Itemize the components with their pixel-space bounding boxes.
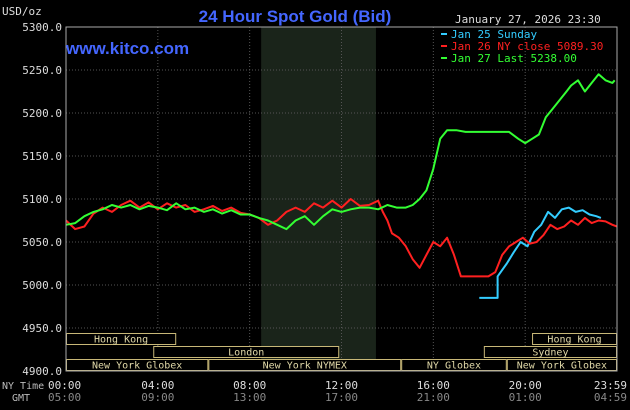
- gmt-tick-label: 13:00: [233, 391, 266, 404]
- gmt-tick-label: 04:59: [594, 391, 627, 404]
- session-label: Sydney: [532, 348, 568, 359]
- unit-label: USD/oz: [2, 5, 42, 18]
- gmt-tick-label: 01:00: [509, 391, 542, 404]
- legend-label: Jan 26 NY close 5089.30: [451, 40, 603, 53]
- session-label: London: [228, 348, 264, 359]
- y-tick-label: 5100.0: [22, 193, 62, 206]
- y-tick-label: 5250.0: [22, 64, 62, 77]
- ny-tick-label: 20:00: [509, 379, 542, 392]
- ny-tick-label: 00:00: [48, 379, 81, 392]
- y-tick-label: 5050.0: [22, 236, 62, 249]
- chart-title: 24 Hour Spot Gold (Bid): [199, 7, 392, 26]
- y-tick-label: 5300.0: [22, 21, 62, 34]
- session-label: NY Globex: [427, 361, 481, 372]
- ny-tick-label: 23:59: [594, 379, 627, 392]
- series-line: [65, 73, 616, 231]
- ny-tick-label: 12:00: [325, 379, 358, 392]
- session-label: Hong Kong: [547, 335, 601, 346]
- ny-tick-label: 08:00: [233, 379, 266, 392]
- session-label: New York Globex: [517, 361, 607, 372]
- session-label: New York NYMEX: [263, 361, 347, 372]
- plot-frame: [65, 26, 618, 372]
- legend-label: Jan 25 Sunday: [451, 28, 537, 41]
- session-bars: Hong Kong Hong Kong London Sydney New York G…: [66, 333, 618, 372]
- ny-time-label: NY Time: [2, 381, 44, 392]
- y-tick-label: 4900.0: [22, 365, 62, 378]
- ny-tick-label: 16:00: [417, 379, 450, 392]
- y-axis-ticks: 4900.0 4950.0 5000.0 5050.0 5100.0 5150.0 5200…: [22, 21, 62, 378]
- series-line: [479, 206, 602, 299]
- y-tick-label: 5150.0: [22, 150, 62, 163]
- gmt-label: GMT: [12, 393, 30, 404]
- y-tick-label: 4950.0: [22, 322, 62, 335]
- gmt-tick-label: 21:00: [417, 391, 450, 404]
- session-label: Hong Kong: [94, 335, 148, 346]
- y-tick-label: 5000.0: [22, 279, 62, 292]
- website-watermark: www.kitco.com: [65, 39, 189, 58]
- gmt-tick-label: 05:00: [48, 391, 81, 404]
- session-bar: [153, 346, 340, 358]
- timestamp: January 27, 2026 23:30: [455, 13, 601, 26]
- gmt-tick-label: 09:00: [141, 391, 174, 404]
- y-tick-label: 5200.0: [22, 107, 62, 120]
- legend-label: Jan 27 Last 5238.00: [451, 52, 577, 65]
- ny-tick-label: 04:00: [141, 379, 174, 392]
- session-label: New York Globex: [92, 361, 182, 372]
- price-series: [65, 73, 618, 299]
- gmt-tick-label: 17:00: [325, 391, 358, 404]
